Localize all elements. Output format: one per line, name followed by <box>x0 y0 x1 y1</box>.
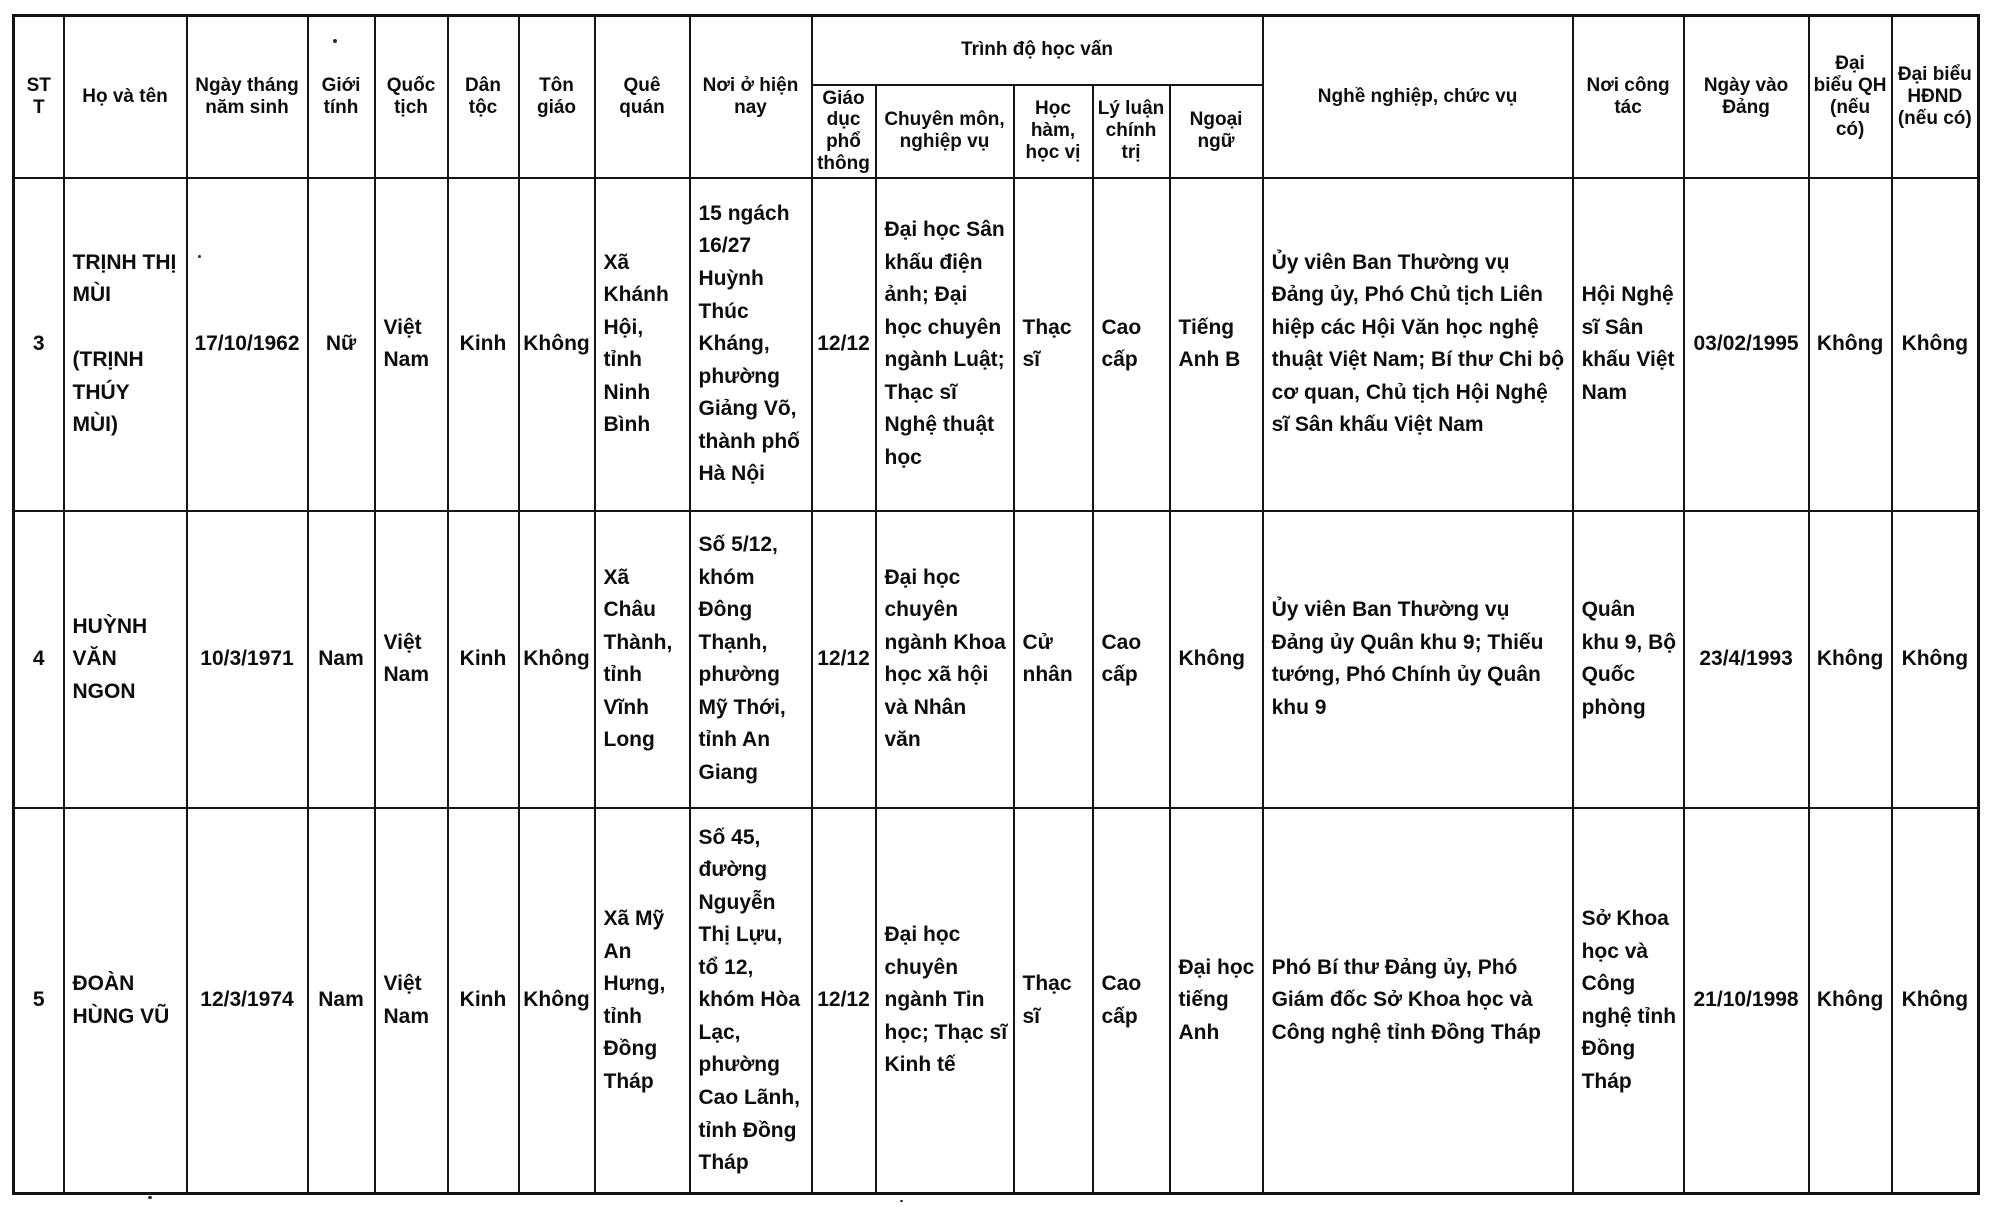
header-edu-degree: Học hàm, học vị <box>1012 83 1094 179</box>
scan-speck <box>900 1200 903 1202</box>
header-gender: Giới tính <box>306 14 376 179</box>
cell-residence: 15 ngách 16/27 Huỳnh Thúc Kháng, phường … <box>688 176 813 512</box>
header-row-top: ST T Họ và tên Ngày tháng năm sinh Giới … <box>12 14 1980 179</box>
cell-date-of-birth: 17/10/1962 <box>185 176 309 512</box>
cell-stt: 5 <box>12 806 65 1195</box>
document-sheet: ST T Họ và tên Ngày tháng năm sinh Giới … <box>12 14 1981 1196</box>
cell-edu-general: 12/12 <box>810 176 877 512</box>
header-hometown: Quê quán <box>593 14 691 179</box>
cell-edu-general: 12/12 <box>810 806 877 1195</box>
cell-occupation: Phó Bí thư Đảng ủy, Phó Giám đốc Sở Khoa… <box>1261 806 1574 1195</box>
cell-party-admission-date: 21/10/1998 <box>1682 806 1810 1195</box>
header-edu-specialization: Chuyên môn, nghiệp vụ <box>874 83 1015 179</box>
cell-date-of-birth: 12/3/1974 <box>185 806 309 1195</box>
header-edu-foreign-language: Ngoại ngữ <box>1168 83 1264 179</box>
scan-speck <box>333 39 337 43</box>
cell-pc-delegate: Không <box>1890 509 1980 809</box>
cell-religion: Không <box>517 176 596 512</box>
cell-gender: Nam <box>306 509 376 809</box>
header-full-name: Họ và tên <box>62 14 188 179</box>
cell-edu-foreign-language: Tiếng Anh B <box>1168 176 1264 512</box>
header-edu-general: Giáo dục phổ thông <box>810 83 877 179</box>
cell-ethnicity: Kinh <box>446 509 520 809</box>
cell-date-of-birth: 10/3/1971 <box>185 509 309 809</box>
cell-na-delegate: Không <box>1807 509 1893 809</box>
cell-stt: 3 <box>12 176 65 512</box>
cell-hometown: Xã Khánh Hội, tỉnh Ninh Bình <box>593 176 691 512</box>
cell-nationality: Việt Nam <box>373 806 449 1195</box>
header-date-of-birth: Ngày tháng năm sinh <box>185 14 309 179</box>
cell-workplace: Sở Khoa học và Công nghệ tỉnh Đồng Tháp <box>1571 806 1685 1195</box>
header-workplace: Nơi công tác <box>1571 14 1685 179</box>
cell-edu-specialization: Đại học Sân khấu điện ảnh; Đại học chuyê… <box>874 176 1015 512</box>
cell-edu-specialization: Đại học chuyên ngành Khoa học xã hội và … <box>874 509 1015 809</box>
cell-party-admission-date: 23/4/1993 <box>1682 509 1810 809</box>
scan-speck <box>198 255 201 258</box>
cell-full-name: HUỲNH VĂN NGON <box>62 509 188 809</box>
document-table: ST T Họ và tên Ngày tháng năm sinh Giới … <box>12 14 1981 1196</box>
header-education-group: Trình độ học vấn <box>810 14 1264 86</box>
header-religion: Tôn giáo <box>517 14 596 179</box>
cell-edu-foreign-language: Không <box>1168 509 1264 809</box>
cell-stt: 4 <box>12 509 65 809</box>
cell-edu-degree: Thạc sĩ <box>1012 176 1094 512</box>
scan-speck <box>148 1196 152 1199</box>
cell-residence: Số 5/12, khóm Đông Thạnh, phường Mỹ Thới… <box>688 509 813 809</box>
cell-hometown: Xã Châu Thành, tỉnh Vĩnh Long <box>593 509 691 809</box>
cell-full-name: TRỊNH THỊ MÙI (TRỊNH THÚY MÙI) <box>62 176 188 512</box>
cell-pc-delegate: Không <box>1890 176 1980 512</box>
cell-edu-political-theory: Cao cấp <box>1091 509 1171 809</box>
cell-party-admission-date: 03/02/1995 <box>1682 176 1810 512</box>
header-nationality: Quốc tịch <box>373 14 449 179</box>
cell-nationality: Việt Nam <box>373 176 449 512</box>
cell-pc-delegate: Không <box>1890 806 1980 1195</box>
header-stt: ST T <box>12 14 65 179</box>
cell-nationality: Việt Nam <box>373 509 449 809</box>
cell-edu-specialization: Đại học chuyên ngành Tin học; Thạc sĩ Ki… <box>874 806 1015 1195</box>
cell-residence: Số 45, đường Nguyễn Thị Lựu, tổ 12, khóm… <box>688 806 813 1195</box>
cell-edu-foreign-language: Đại học tiếng Anh <box>1168 806 1264 1195</box>
header-pc-delegate: Đại biểu HĐND (nếu có) <box>1890 14 1980 179</box>
cell-gender: Nữ <box>306 176 376 512</box>
cell-na-delegate: Không <box>1807 806 1893 1195</box>
table-row: 3 TRỊNH THỊ MÙI (TRỊNH THÚY MÙI) 17/10/1… <box>12 176 1980 512</box>
cell-edu-degree: Cử nhân <box>1012 509 1094 809</box>
table-row: 4 HUỲNH VĂN NGON 10/3/1971 Nam Việt Nam … <box>12 509 1980 809</box>
cell-full-name: ĐOÀN HÙNG VŨ <box>62 806 188 1195</box>
cell-religion: Không <box>517 806 596 1195</box>
cell-occupation: Ủy viên Ban Thường vụ Đảng ủy, Phó Chủ t… <box>1261 176 1574 512</box>
header-edu-political-theory: Lý luận chính trị <box>1091 83 1171 179</box>
cell-edu-political-theory: Cao cấp <box>1091 176 1171 512</box>
header-ethnicity: Dân tộc <box>446 14 520 179</box>
cell-edu-degree: Thạc sĩ <box>1012 806 1094 1195</box>
cell-ethnicity: Kinh <box>446 176 520 512</box>
cell-workplace: Quân khu 9, Bộ Quốc phòng <box>1571 509 1685 809</box>
table-row: 5 ĐOÀN HÙNG VŨ 12/3/1974 Nam Việt Nam Ki… <box>12 806 1980 1195</box>
header-residence: Nơi ở hiện nay <box>688 14 813 179</box>
header-row-education-sub: Giáo dục phổ thông Chuyên môn, nghiệp vụ… <box>14 83 1979 179</box>
header-party-admission-date: Ngày vào Đảng <box>1682 14 1810 179</box>
cell-hometown: Xã Mỹ An Hưng, tỉnh Đồng Tháp <box>593 806 691 1195</box>
header-na-delegate: Đại biểu QH (nếu có) <box>1807 14 1893 179</box>
cell-occupation: Ủy viên Ban Thường vụ Đảng ủy Quân khu 9… <box>1261 509 1574 809</box>
cell-workplace: Hội Nghệ sĩ Sân khấu Việt Nam <box>1571 176 1685 512</box>
header-occupation: Nghề nghiệp, chức vụ <box>1261 14 1574 179</box>
cell-na-delegate: Không <box>1807 176 1893 512</box>
cell-edu-political-theory: Cao cấp <box>1091 806 1171 1195</box>
cell-gender: Nam <box>306 806 376 1195</box>
cell-edu-general: 12/12 <box>810 509 877 809</box>
cell-religion: Không <box>517 509 596 809</box>
cell-ethnicity: Kinh <box>446 806 520 1195</box>
